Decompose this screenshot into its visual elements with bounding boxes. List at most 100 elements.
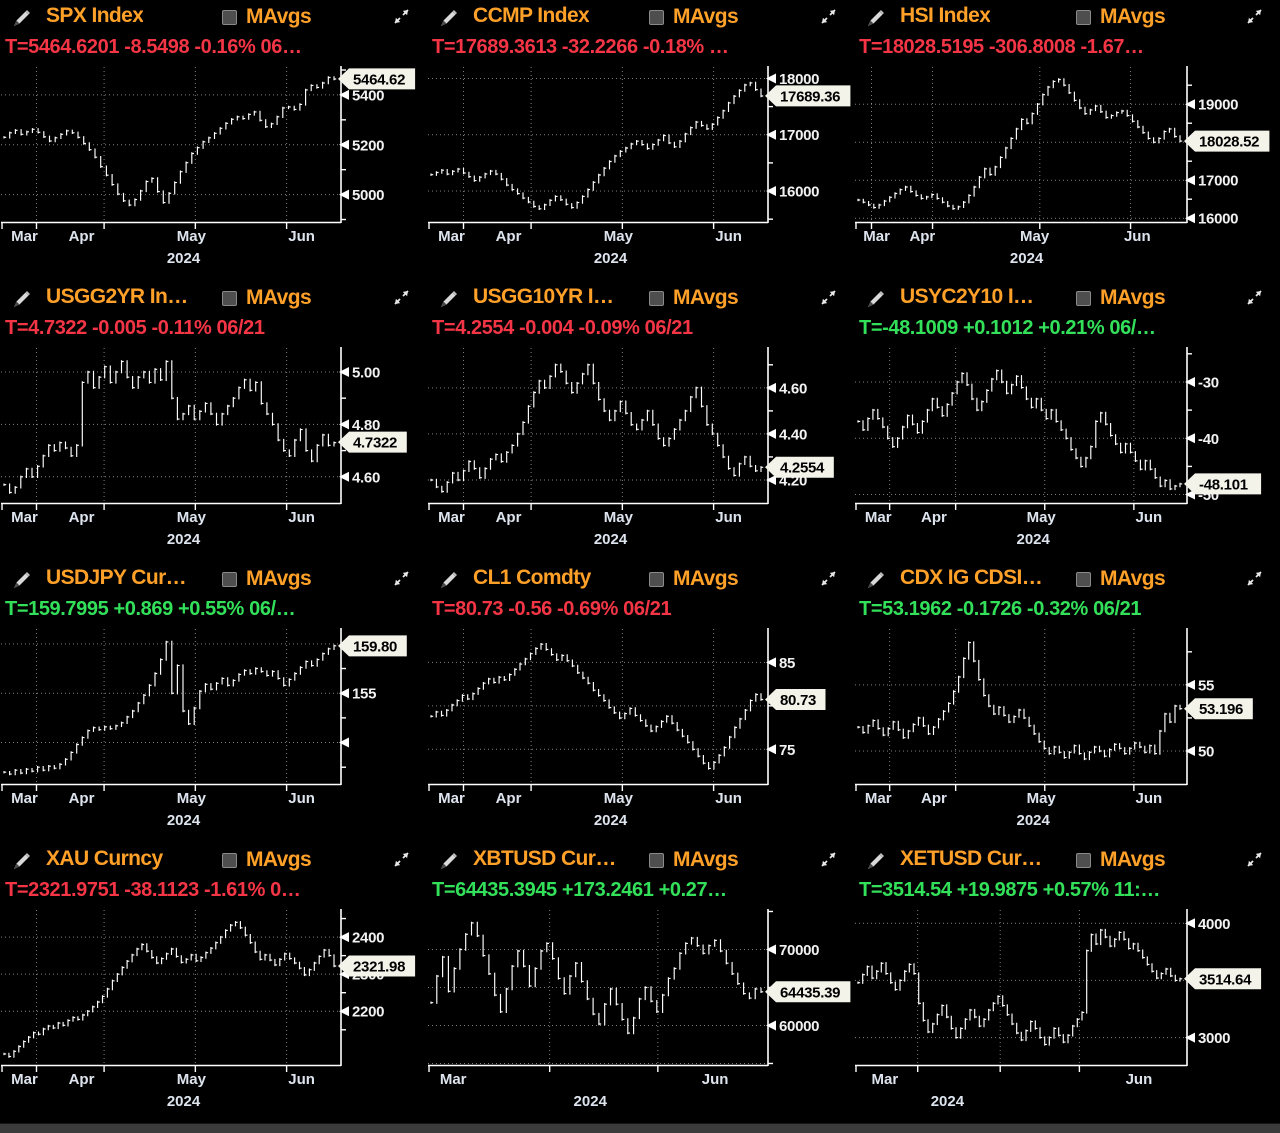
- mavgs-label[interactable]: MAvgs: [673, 5, 739, 28]
- mavgs-checkbox[interactable]: [222, 571, 237, 587]
- chart-canvas[interactable]: 55 50 Mar Apr May Jun 2024 53.196: [855, 626, 1279, 842]
- pencil-edit-icon[interactable]: [864, 850, 886, 872]
- mavgs-checkbox[interactable]: [1076, 852, 1091, 868]
- mavgs-checkbox[interactable]: [222, 852, 237, 868]
- pencil-edit-icon[interactable]: [864, 288, 886, 310]
- pencil-edit-icon[interactable]: [10, 288, 32, 310]
- svg-text:55: 55: [1198, 677, 1214, 694]
- mavgs-control: MAvgs: [1076, 567, 1166, 591]
- chart-header: XAU Curncy MAvgs: [0, 843, 427, 877]
- svg-text:Apr: Apr: [69, 790, 95, 807]
- mavgs-checkbox[interactable]: [649, 852, 664, 868]
- svg-text:17689.36: 17689.36: [780, 88, 840, 105]
- svg-text:18028.52: 18028.52: [1199, 134, 1259, 151]
- svg-text:53.196: 53.196: [1199, 701, 1243, 718]
- chart-canvas[interactable]: 18000 17000 16000 Mar Apr May Jun 2024 17689.36: [428, 64, 852, 280]
- svg-text:May: May: [177, 228, 207, 245]
- ticker-summary: T=4.7322 -0.005 -0.11% 06/21: [5, 317, 265, 339]
- mavgs-checkbox[interactable]: [649, 290, 664, 306]
- mavgs-label[interactable]: MAvgs: [1100, 286, 1166, 309]
- pencil-edit-icon[interactable]: [437, 288, 459, 310]
- mavgs-label[interactable]: MAvgs: [1100, 848, 1166, 871]
- pencil-edit-icon[interactable]: [864, 7, 886, 29]
- ticker-summary: T=18028.5195 -306.8008 -1.67…: [859, 36, 1144, 58]
- pencil-edit-icon[interactable]: [437, 7, 459, 29]
- mavgs-control: MAvgs: [222, 848, 312, 872]
- chart-canvas[interactable]: 19000180001700016000MarAprMayJun20241802…: [855, 64, 1279, 280]
- svg-text:16000: 16000: [1198, 211, 1238, 228]
- expand-icon[interactable]: [819, 7, 838, 26]
- mavgs-label[interactable]: MAvgs: [246, 567, 312, 590]
- svg-text:Jun: Jun: [288, 228, 315, 245]
- chart-canvas[interactable]: 4000 3000 Mar Jun 2024 3514.64: [855, 907, 1279, 1123]
- svg-text:Mar: Mar: [11, 790, 38, 807]
- expand-icon[interactable]: [392, 7, 411, 26]
- mavgs-checkbox[interactable]: [1076, 290, 1091, 306]
- mavgs-label[interactable]: MAvgs: [673, 286, 739, 309]
- expand-icon[interactable]: [1245, 850, 1264, 869]
- svg-text:Mar: Mar: [865, 509, 892, 526]
- mavgs-checkbox[interactable]: [649, 9, 664, 25]
- svg-text:2024: 2024: [167, 531, 201, 548]
- pencil-edit-icon[interactable]: [10, 7, 32, 29]
- chart-header: USYC2Y10 I… MAvgs: [854, 281, 1280, 315]
- chart-canvas[interactable]: 155 Mar Apr May Jun 2024 159.80: [1, 626, 425, 842]
- pencil-edit-icon[interactable]: [10, 569, 32, 591]
- chart-canvas[interactable]: 85 75 Mar Apr May Jun 2024 80.73: [428, 626, 852, 842]
- svg-text:Apr: Apr: [69, 228, 95, 245]
- chart-header: USGG2YR In… MAvgs: [0, 281, 427, 315]
- expand-icon[interactable]: [392, 288, 411, 307]
- svg-text:19000: 19000: [1198, 97, 1238, 114]
- bottom-bar: [0, 1123, 1280, 1133]
- mavgs-control: MAvgs: [649, 848, 739, 872]
- ticker-summary: T=159.7995 +0.869 +0.55% 06/…: [5, 598, 296, 620]
- svg-text:Mar: Mar: [11, 509, 38, 526]
- chart-header: USDJPY Cur… MAvgs: [0, 562, 427, 596]
- svg-text:2024: 2024: [1010, 250, 1044, 267]
- expand-icon[interactable]: [1245, 7, 1264, 26]
- mavgs-label[interactable]: MAvgs: [673, 567, 739, 590]
- chart-canvas[interactable]: 240023002200MarAprMayJun20242321.98: [1, 907, 425, 1123]
- pencil-edit-icon[interactable]: [864, 569, 886, 591]
- chart-canvas[interactable]: 70000 60000 Mar Jun 2024 64435.39: [428, 907, 852, 1123]
- svg-text:3000: 3000: [1198, 1030, 1230, 1047]
- mavgs-label[interactable]: MAvgs: [1100, 567, 1166, 590]
- pencil-edit-icon[interactable]: [10, 850, 32, 872]
- svg-text:5200: 5200: [352, 137, 384, 154]
- svg-text:2024: 2024: [167, 812, 201, 829]
- chart-header: CDX IG CDSI… MAvgs: [854, 562, 1280, 596]
- chart-canvas[interactable]: 5400 5200 5000 Mar Apr May Jun 2024 5464.62: [1, 64, 425, 280]
- mavgs-checkbox[interactable]: [222, 9, 237, 25]
- mavgs-label[interactable]: MAvgs: [673, 848, 739, 871]
- mavgs-checkbox[interactable]: [1076, 9, 1091, 25]
- svg-text:Jun: Jun: [288, 1071, 315, 1088]
- mavgs-checkbox[interactable]: [649, 571, 664, 587]
- expand-icon[interactable]: [392, 569, 411, 588]
- expand-icon[interactable]: [1245, 288, 1264, 307]
- mavgs-label[interactable]: MAvgs: [246, 848, 312, 871]
- svg-text:70000: 70000: [779, 942, 819, 959]
- mavgs-label[interactable]: MAvgs: [1100, 5, 1166, 28]
- mavgs-label[interactable]: MAvgs: [246, 5, 312, 28]
- expand-icon[interactable]: [819, 850, 838, 869]
- svg-text:3514.64: 3514.64: [1199, 971, 1252, 988]
- svg-text:Mar: Mar: [865, 790, 892, 807]
- mavgs-control: MAvgs: [1076, 5, 1166, 29]
- expand-icon[interactable]: [392, 850, 411, 869]
- chart-panel: CDX IG CDSI… MAvgs T=53.1962 -0.1726 -0.…: [854, 562, 1280, 843]
- chart-panel: USDJPY Cur… MAvgs T=159.7995 +0.869 +0.5…: [0, 562, 427, 843]
- mavgs-checkbox[interactable]: [1076, 571, 1091, 587]
- expand-icon[interactable]: [819, 288, 838, 307]
- expand-icon[interactable]: [1245, 569, 1264, 588]
- svg-text:May: May: [1020, 228, 1050, 245]
- svg-text:May: May: [1027, 509, 1057, 526]
- pencil-edit-icon[interactable]: [437, 850, 459, 872]
- pencil-edit-icon[interactable]: [437, 569, 459, 591]
- mavgs-checkbox[interactable]: [222, 290, 237, 306]
- expand-icon[interactable]: [819, 569, 838, 588]
- mavgs-label[interactable]: MAvgs: [246, 286, 312, 309]
- chart-canvas[interactable]: 5.00 4.80 4.60 Mar Apr May Jun 2024 4.7322: [1, 345, 425, 561]
